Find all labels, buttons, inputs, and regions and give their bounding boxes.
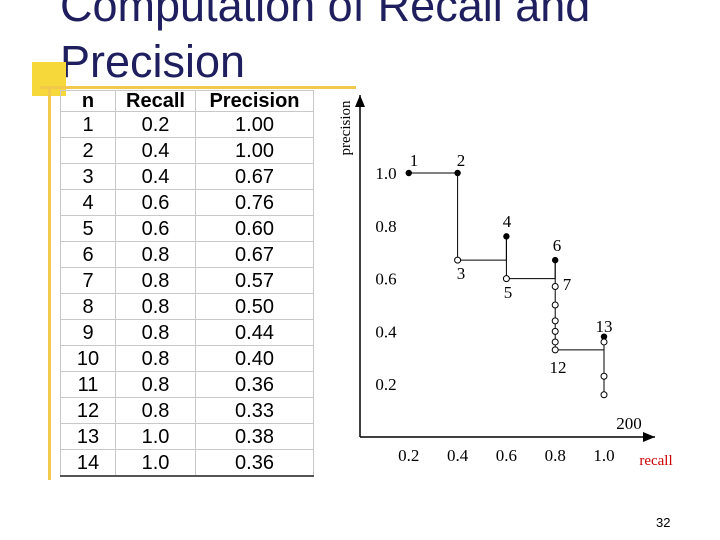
table-row: 14 1.0 0.36	[60, 449, 314, 477]
y-axis-label: precision	[338, 100, 354, 155]
y-axis-arrow	[355, 95, 365, 107]
recall-cell: 0.8	[115, 241, 196, 268]
x-axis-arrow	[643, 432, 655, 442]
nonrelevant-point	[600, 391, 608, 399]
relevant-point	[552, 256, 559, 264]
table-row: 6 0.8 0.67	[60, 241, 314, 268]
accent-vertical-line	[48, 88, 51, 480]
table-row: 1 0.2 1.00	[60, 111, 314, 138]
point-label: 5	[504, 283, 513, 302]
table-row: 5 0.6 0.60	[60, 215, 314, 242]
x-tick-label: 0.8	[545, 446, 566, 465]
n-cell: 10	[60, 345, 116, 372]
n-cell: 14	[60, 449, 116, 477]
x-tick-label: 1.0	[593, 446, 614, 465]
precision-cell: 1.00	[195, 111, 314, 138]
n-cell: 5	[60, 215, 116, 242]
table-row: 4 0.6 0.76	[60, 189, 314, 216]
n-cell: 11	[60, 371, 116, 398]
relevant-point	[405, 169, 412, 177]
nonrelevant-point	[551, 346, 559, 354]
point-label: 1	[410, 151, 419, 170]
n-cell: 2	[60, 137, 116, 164]
precision-cell: 0.36	[195, 449, 314, 477]
precision-cell: 0.67	[195, 241, 314, 268]
title-line-1: Computation of Recall and	[60, 0, 591, 31]
recall-cell: 0.8	[115, 319, 196, 346]
n-cell: 3	[60, 163, 116, 190]
relevant-point	[503, 233, 510, 240]
nonrelevant-point	[551, 327, 559, 335]
nonrelevant-point	[551, 283, 559, 291]
recall-precision-table: n Recall Precision 1 0.2 1.00 2 0.4 1.00 3 0.4 0…	[60, 90, 314, 477]
n-cell: 12	[60, 397, 116, 424]
y-tick-label: 0.2	[375, 375, 396, 394]
point-label: 200	[616, 414, 642, 433]
recall-cell: 0.6	[115, 189, 196, 216]
recall-cell: 1.0	[115, 449, 196, 477]
nonrelevant-point	[600, 372, 608, 380]
table-row: 2 0.4 1.00	[60, 137, 314, 164]
x-tick-label: 0.4	[447, 446, 469, 465]
relevant-point	[454, 169, 461, 177]
point-label: 6	[553, 236, 562, 255]
precision-cell: 0.50	[195, 293, 314, 320]
table-row: 8 0.8 0.50	[60, 293, 314, 320]
point-label: 2	[457, 151, 466, 170]
precision-cell: 0.33	[195, 397, 314, 424]
point-label: 7	[563, 275, 572, 294]
nonrelevant-point	[502, 275, 510, 283]
point-label: 4	[503, 212, 512, 231]
y-tick-label: 0.4	[375, 322, 397, 341]
page-number: 32	[656, 515, 671, 530]
table-row: 7 0.8 0.57	[60, 267, 314, 294]
relevant-point	[600, 333, 608, 340]
precision-cell: 0.67	[195, 163, 314, 190]
point-label: 3	[457, 264, 466, 283]
recall-cell: 0.4	[115, 137, 196, 164]
table-row: 13 1.0 0.38	[60, 423, 314, 450]
table-header-row: n Recall Precision	[60, 90, 314, 112]
nonrelevant-point	[551, 301, 559, 309]
column-header-n: n	[60, 90, 116, 112]
x-tick-label: 0.2	[398, 446, 419, 465]
point-label: 13	[596, 317, 613, 336]
point-label: 12	[550, 358, 567, 377]
table-row: 9 0.8 0.44	[60, 319, 314, 346]
x-axis-label: recall	[639, 453, 672, 469]
slide-title: Computation of Recall and Precision	[60, 0, 590, 90]
n-cell: 8	[60, 293, 116, 320]
recall-cell: 0.4	[115, 163, 196, 190]
recall-cell: 0.8	[115, 345, 196, 372]
nonrelevant-point	[454, 256, 462, 264]
precision-cell: 0.60	[195, 215, 314, 242]
recall-cell: 1.0	[115, 423, 196, 450]
accent-horizontal-line	[40, 86, 356, 89]
n-cell: 13	[60, 423, 116, 450]
table-row: 3 0.4 0.67	[60, 163, 314, 190]
table-row: 10 0.8 0.40	[60, 345, 314, 372]
y-tick-label: 1.0	[375, 164, 396, 183]
title-line-2: Precision	[60, 36, 246, 87]
y-tick-label: 0.8	[375, 217, 396, 236]
nonrelevant-point	[551, 317, 559, 325]
precision-cell: 0.76	[195, 189, 314, 216]
precision-cell: 0.38	[195, 423, 314, 450]
precision-cell: 0.57	[195, 267, 314, 294]
nonrelevant-point	[600, 338, 608, 346]
nonrelevant-point	[551, 338, 559, 346]
x-tick-label: 0.6	[496, 446, 517, 465]
precision-cell: 0.40	[195, 345, 314, 372]
y-tick-label: 0.6	[375, 270, 396, 289]
